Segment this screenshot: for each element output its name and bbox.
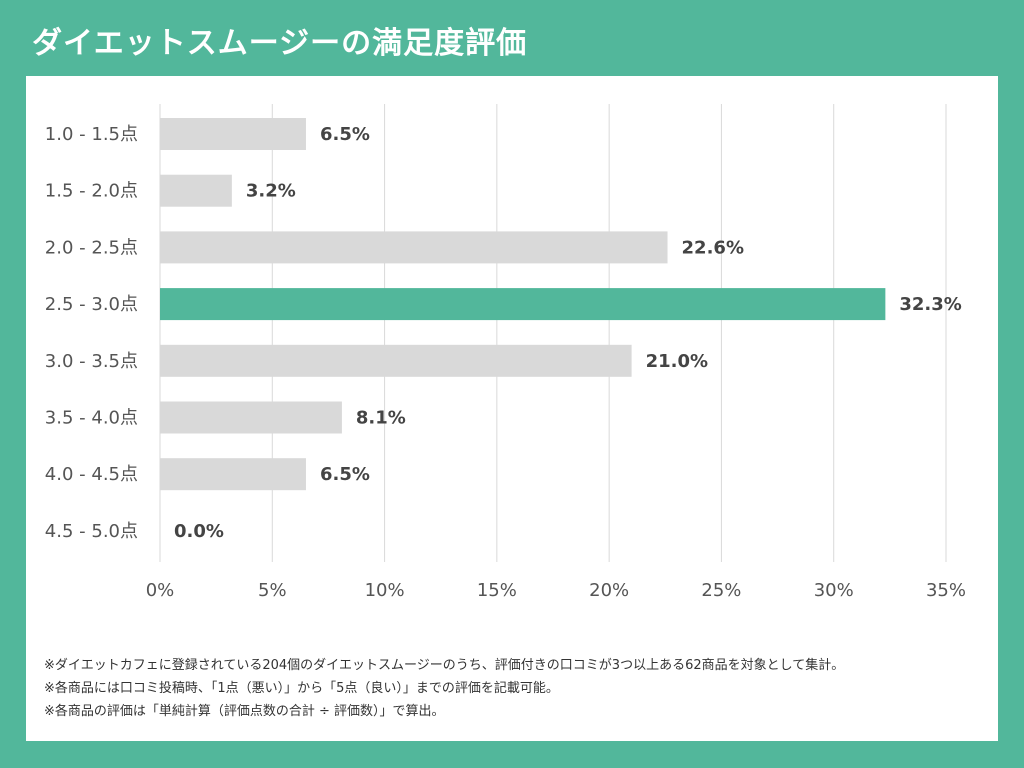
chart-title: ダイエットスムージーの満足度評価 <box>32 26 528 61</box>
x-tick-label: 5% <box>258 580 287 601</box>
data-label: 6.5% <box>320 464 370 485</box>
category-label: 3.5 - 4.0点 <box>45 408 138 429</box>
data-label: 21.0% <box>646 351 708 372</box>
footnotes: ※ダイエットカフェに登録されている204個のダイエットスムージーのうち、評価付き… <box>44 654 844 723</box>
footnote: ※各商品の評価は「単純計算（評価点数の合計 ÷ 評価数）」で算出。 <box>44 704 445 719</box>
category-label: 1.5 - 2.0点 <box>45 181 138 202</box>
x-tick-label: 35% <box>926 580 966 601</box>
category-label: 4.0 - 4.5点 <box>45 464 138 485</box>
footnote: ※ダイエットカフェに登録されている204個のダイエットスムージーのうち、評価付き… <box>44 658 845 673</box>
data-label: 0.0% <box>174 521 224 542</box>
category-label: 4.5 - 5.0点 <box>45 521 138 542</box>
bar <box>160 458 306 491</box>
x-tick-label: 20% <box>589 580 629 601</box>
footnote: ※各商品には口コミ投稿時、「1点（悪い）」から「5点（良い）」までの評価を記載可… <box>44 681 559 696</box>
data-label: 3.2% <box>246 181 296 202</box>
category-label: 3.0 - 3.5点 <box>45 351 138 372</box>
bar <box>160 174 232 207</box>
category-label: 2.0 - 2.5点 <box>45 237 138 258</box>
x-tick-label: 10% <box>365 580 405 601</box>
chart-panel: 1.0 - 1.5点 6.5% 1.5 - 2.0点 3.2% 2.0 - 2.5点 22… <box>26 76 998 741</box>
category-label: 1.0 - 1.5点 <box>45 124 138 145</box>
x-tick-label: 15% <box>477 580 517 601</box>
data-label: 32.3% <box>899 294 961 315</box>
category-label: 2.5 - 3.0点 <box>45 294 138 315</box>
data-label: 22.6% <box>682 237 744 258</box>
data-label: 6.5% <box>320 124 370 145</box>
x-tick-label: 0% <box>146 580 175 601</box>
data-label: 8.1% <box>356 408 406 429</box>
bar <box>160 401 342 434</box>
x-tick-label: 30% <box>814 580 854 601</box>
x-tick-label: 25% <box>701 580 741 601</box>
bar <box>160 118 306 150</box>
bar-chart: 1.0 - 1.5点 6.5% 1.5 - 2.0点 3.2% 2.0 - 2.5点 22… <box>45 104 966 601</box>
bar <box>160 344 632 377</box>
bar <box>160 231 668 264</box>
bar <box>160 288 886 321</box>
